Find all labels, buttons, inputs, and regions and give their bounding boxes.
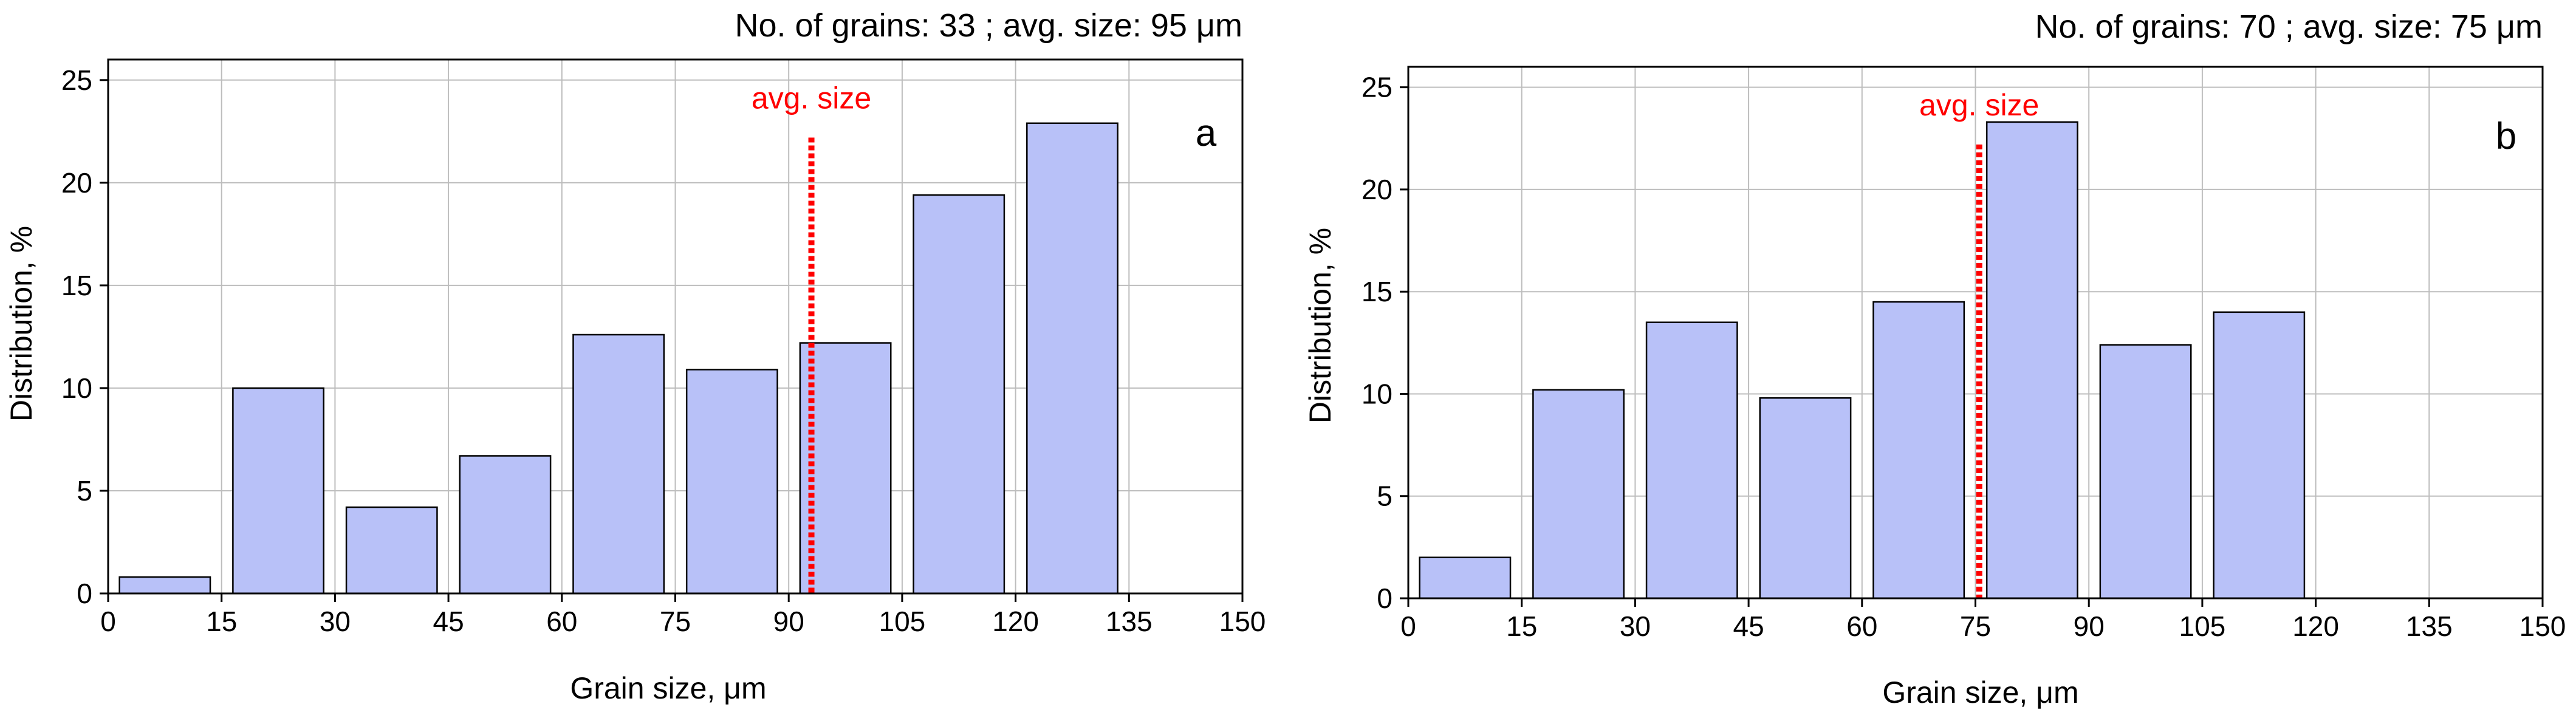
- chart-title: No. of grains: 70 ; avg. size: 75 μm: [2035, 9, 2543, 45]
- x-tick-label: 45: [433, 606, 464, 637]
- bars: [118, 122, 1118, 595]
- bar: [345, 506, 438, 595]
- y-tick-label: 0: [1377, 583, 1392, 614]
- tick-labels: 0 15 30 45 60 75 90 105 120 135 150 0 5 10 15 20 25: [61, 64, 1266, 637]
- bar: [1985, 121, 2078, 600]
- y-tick-label: 15: [61, 270, 92, 301]
- x-axis-label: Grain size, μm: [1882, 675, 2078, 709]
- bar: [459, 455, 552, 595]
- avg-size-marker: avg. size: [1919, 88, 2039, 598]
- y-tick-label: 25: [1362, 72, 1392, 103]
- x-tick-label: 120: [2292, 610, 2339, 642]
- bar: [685, 369, 778, 595]
- tick-labels: 0 15 30 45 60 75 90 105 120 135 150 0 5 10 15 20 25: [1362, 72, 2566, 642]
- y-tick-label: 0: [77, 578, 92, 609]
- x-tick-label: 90: [2074, 610, 2105, 642]
- x-tick-label: 45: [1733, 610, 1764, 642]
- x-tick-label: 75: [660, 606, 691, 637]
- bars: [1419, 121, 2306, 600]
- x-tick-label: 120: [992, 606, 1039, 637]
- x-tick-label: 0: [1400, 610, 1416, 642]
- y-axis-label: Distribution, %: [4, 226, 38, 422]
- y-tick-label: 10: [1362, 378, 1392, 409]
- chart-panel-b: No. of grains: 70 ; avg. size: 75 μm avg…: [1303, 9, 2566, 709]
- x-tick-label: 60: [546, 606, 577, 637]
- x-tick-label: 105: [2179, 610, 2226, 642]
- avg-size-label: avg. size: [1919, 88, 2039, 122]
- x-tick-label: 150: [1219, 606, 1266, 637]
- y-axis-label: Distribution, %: [1303, 228, 1337, 423]
- x-axis-label: Grain size, μm: [570, 671, 766, 705]
- bar: [2099, 344, 2192, 600]
- x-tick-label: 60: [1846, 610, 1877, 642]
- x-tick-label: 30: [320, 606, 351, 637]
- x-tick-label: 75: [1960, 610, 1991, 642]
- y-tick-label: 10: [61, 372, 92, 404]
- y-tick-label: 20: [1362, 174, 1392, 205]
- axes: [1400, 66, 2544, 607]
- panel-label: b: [2496, 115, 2516, 157]
- avg-size-label: avg. size: [752, 81, 871, 115]
- y-tick-label: 5: [1377, 480, 1392, 512]
- x-tick-label: 0: [100, 606, 116, 637]
- x-tick-label: 15: [1506, 610, 1537, 642]
- bar: [799, 342, 892, 595]
- bar: [118, 576, 211, 595]
- panel-label: a: [1196, 112, 1217, 154]
- bar: [913, 194, 1005, 595]
- y-tick-label: 15: [1362, 276, 1392, 307]
- bar: [232, 387, 324, 595]
- x-tick-label: 150: [2519, 610, 2566, 642]
- x-tick-label: 135: [2406, 610, 2453, 642]
- chart-panel-a: No. of grains: 33 ; avg. size: 95 μm avg…: [4, 7, 1266, 705]
- x-tick-label: 90: [773, 606, 804, 637]
- grid: [1408, 67, 2543, 598]
- bar: [1759, 397, 1852, 600]
- x-tick-label: 135: [1106, 606, 1153, 637]
- avg-size-marker: avg. size: [752, 81, 871, 593]
- bar: [2213, 311, 2306, 600]
- bar: [1645, 321, 1738, 600]
- bar: [1419, 556, 1512, 600]
- bar: [1872, 301, 1965, 600]
- axes: [100, 58, 1244, 602]
- y-tick-label: 20: [61, 167, 92, 199]
- x-tick-label: 105: [879, 606, 926, 637]
- bar: [1532, 389, 1625, 600]
- bar: [1026, 122, 1118, 595]
- y-tick-label: 25: [61, 64, 92, 96]
- x-tick-label: 30: [1620, 610, 1651, 642]
- y-tick-label: 5: [77, 475, 92, 507]
- x-tick-label: 15: [206, 606, 237, 637]
- chart-title: No. of grains: 33 ; avg. size: 95 μm: [735, 7, 1243, 44]
- bar: [572, 333, 665, 595]
